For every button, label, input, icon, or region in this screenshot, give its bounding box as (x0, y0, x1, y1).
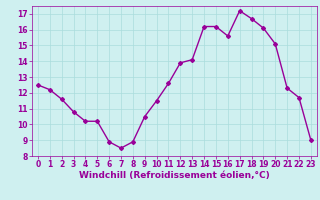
X-axis label: Windchill (Refroidissement éolien,°C): Windchill (Refroidissement éolien,°C) (79, 171, 270, 180)
